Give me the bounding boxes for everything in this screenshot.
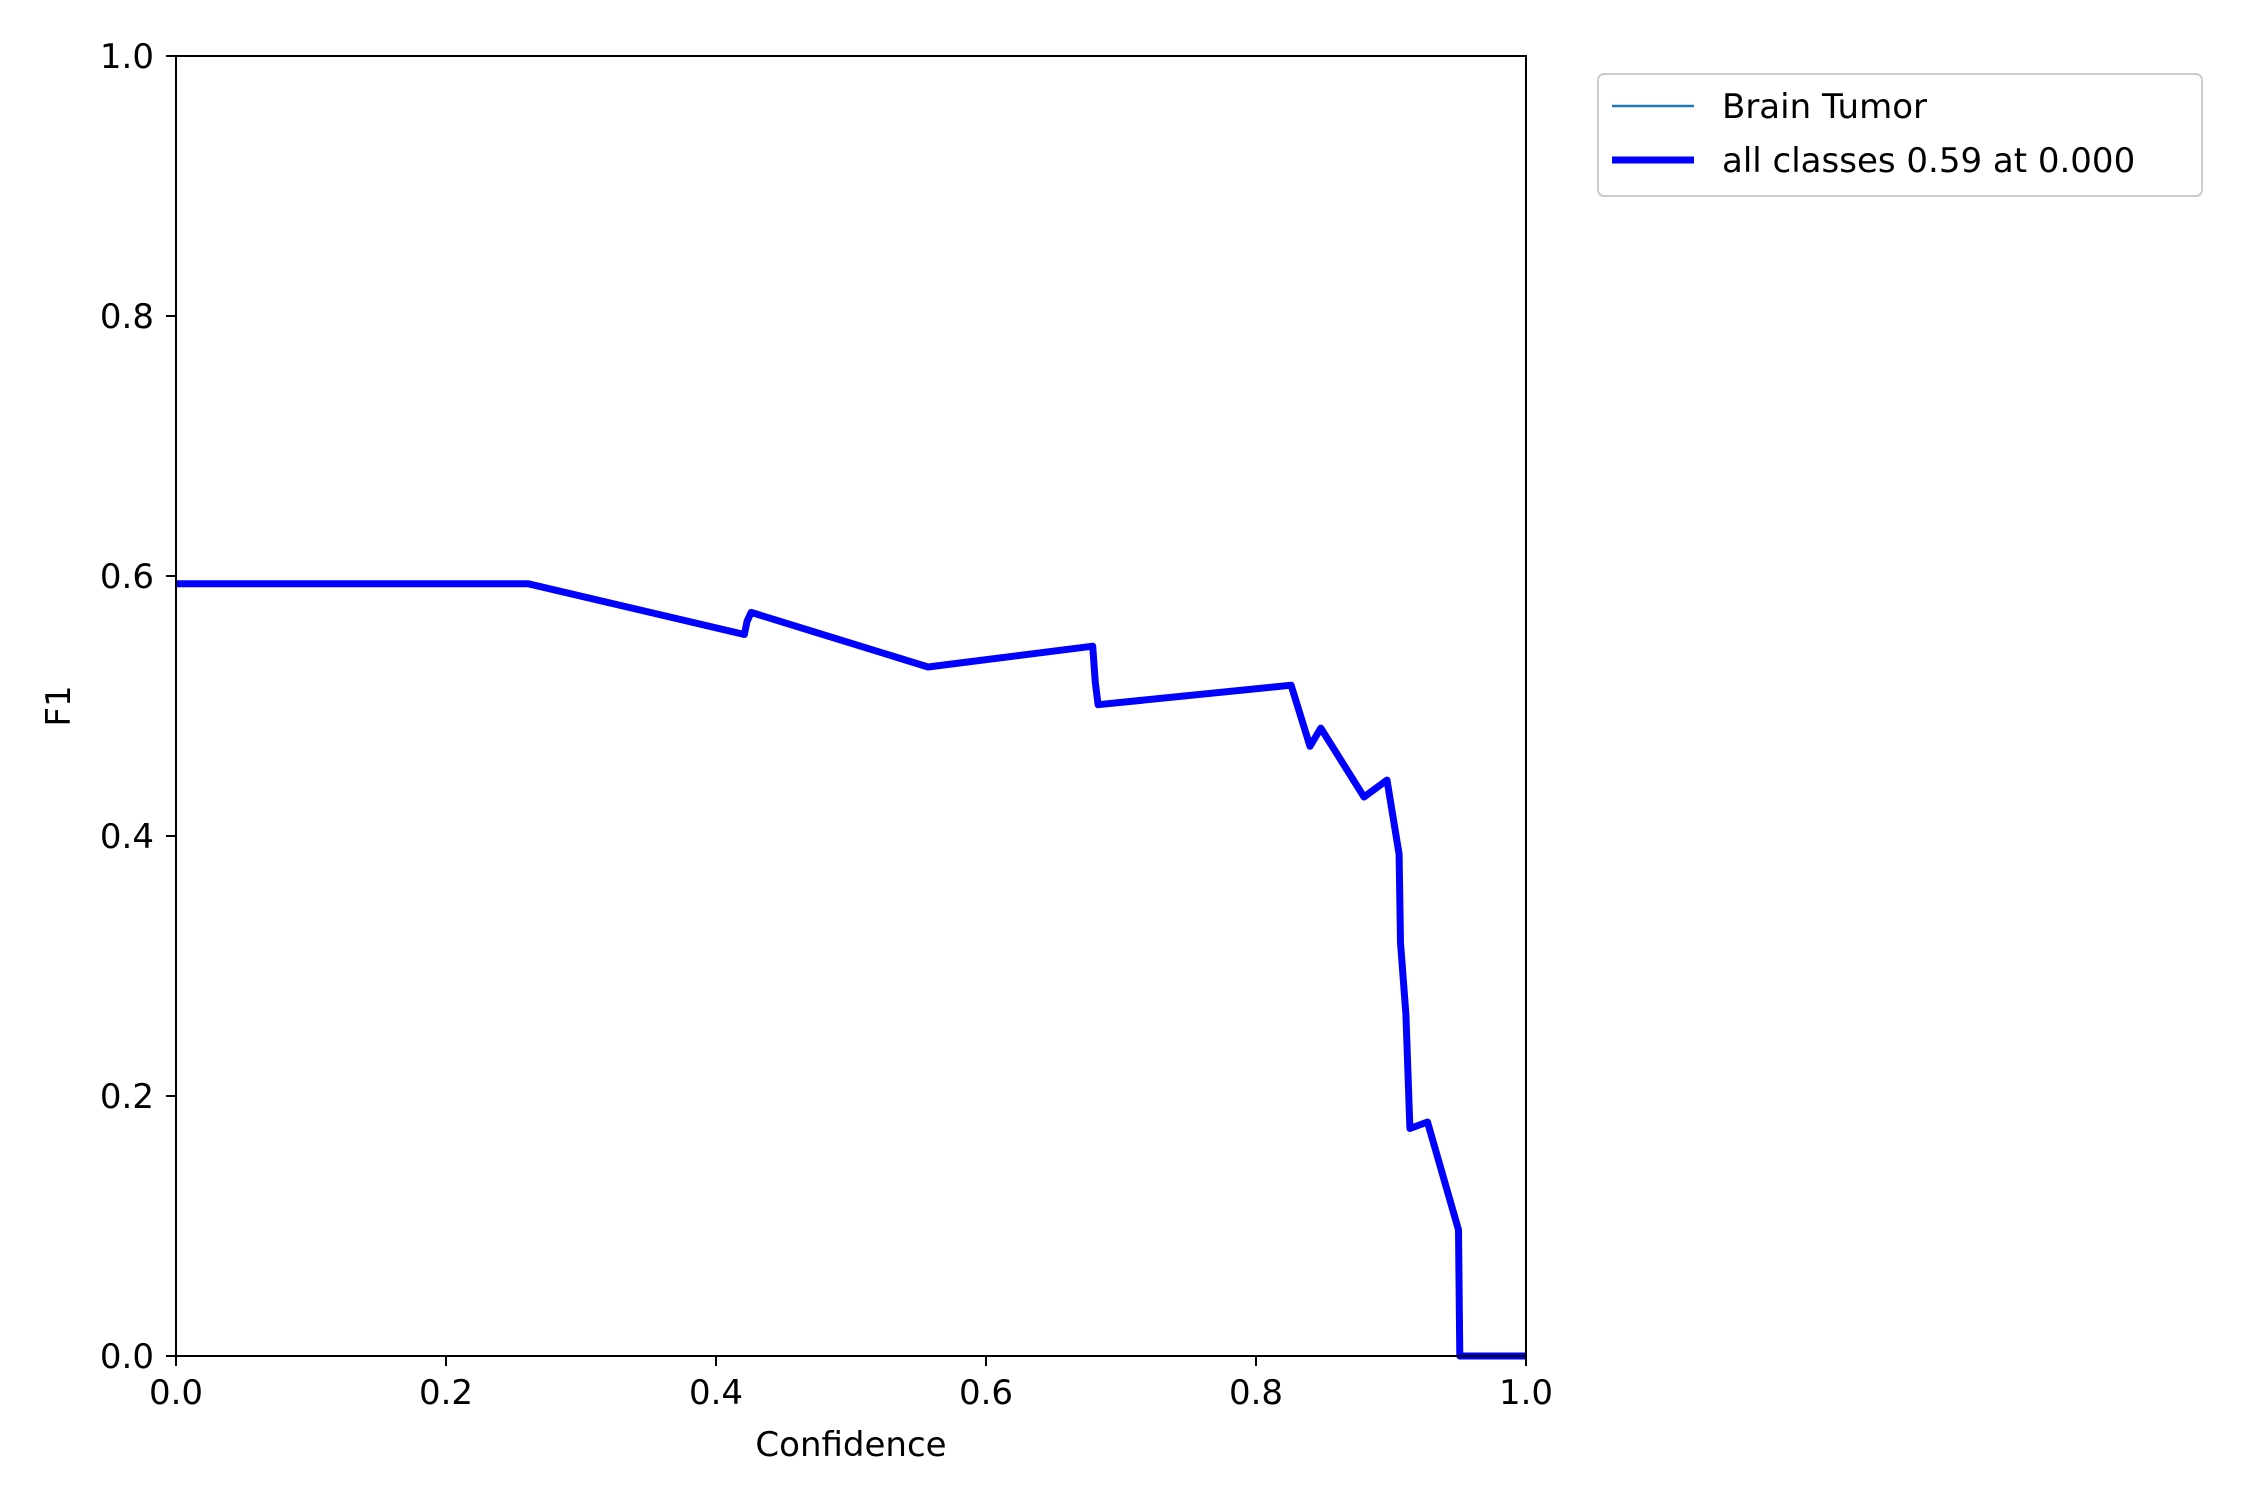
y-axis-ticks: 0.0 0.2 0.4 0.6 0.8 1.0 [100, 37, 176, 1377]
x-axis-label: Confidence [755, 1425, 946, 1465]
plot-frame [175, 55, 1527, 1357]
y-tick-label: 0.2 [100, 1077, 154, 1117]
y-tick-label: 0.0 [100, 1337, 154, 1377]
x-tick-label: 0.8 [1229, 1373, 1283, 1413]
legend-box [1597, 73, 2203, 197]
x-tick-label: 0.6 [959, 1373, 1013, 1413]
legend-label-brain-tumor: Brain Tumor [1722, 87, 1927, 127]
legend-label-all-classes: all classes 0.59 at 0.000 [1722, 141, 2135, 181]
x-tick-label: 0.4 [689, 1373, 743, 1413]
y-tick-label: 1.0 [100, 37, 154, 77]
x-axis-ticks: 0.0 0.2 0.4 0.6 0.8 1.0 [149, 1356, 1553, 1413]
x-tick-label: 0.2 [419, 1373, 473, 1413]
x-tick-label: 0.0 [149, 1373, 203, 1413]
legend: Brain Tumor all classes 0.59 at 0.000 [1597, 73, 2203, 197]
y-tick-label: 0.8 [100, 297, 154, 337]
series-layer [176, 580, 1526, 1360]
series-line-1 [176, 580, 1526, 1360]
x-tick-label: 1.0 [1499, 1373, 1553, 1413]
y-tick-label: 0.4 [100, 817, 154, 857]
y-tick-label: 0.6 [100, 557, 154, 597]
y-axis-label: F1 [39, 685, 79, 726]
